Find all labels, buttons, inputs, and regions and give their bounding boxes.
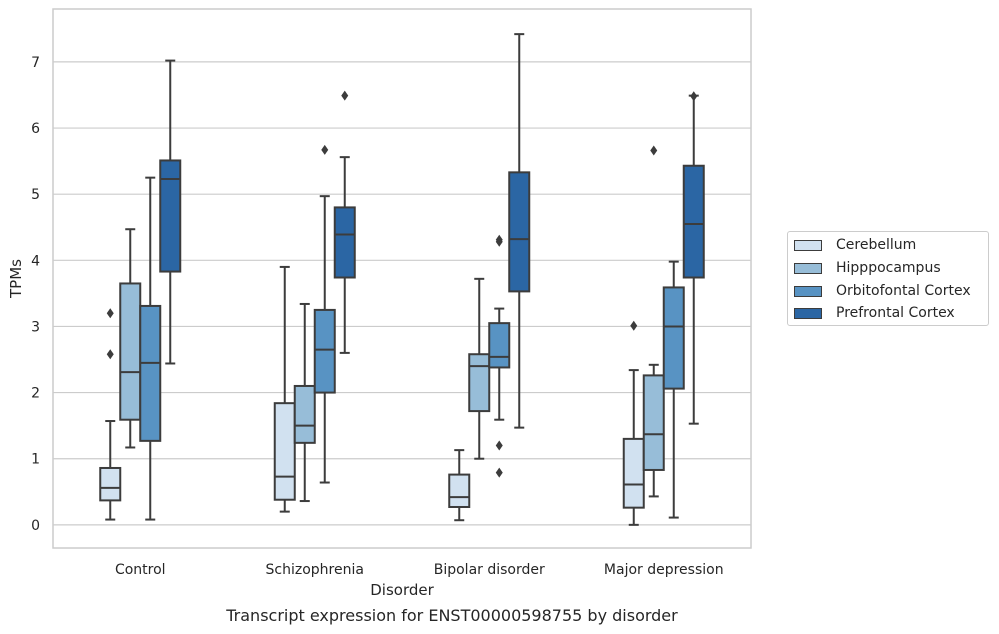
x-tick-label: Control bbox=[115, 562, 166, 578]
box bbox=[293, 384, 316, 444]
box bbox=[99, 466, 122, 502]
box bbox=[682, 164, 705, 279]
outlier-point bbox=[690, 91, 698, 102]
box bbox=[159, 159, 182, 273]
outlier-point bbox=[341, 90, 349, 101]
outlier-point bbox=[630, 320, 638, 331]
y-tick-label: 4 bbox=[31, 253, 40, 269]
y-tick-label: 7 bbox=[31, 55, 40, 71]
x-tick-label: Bipolar disorder bbox=[434, 562, 545, 578]
legend-item-hippocampus: Hipppocampus bbox=[794, 258, 941, 278]
legend-item-prefrontal-cortex: Prefrontal Cortex bbox=[794, 303, 955, 323]
x-tick-label: Major depression bbox=[604, 562, 724, 578]
box bbox=[273, 402, 296, 501]
x-axis-label: Disorder bbox=[370, 581, 434, 599]
plot-frame bbox=[52, 8, 752, 549]
box bbox=[448, 473, 471, 508]
y-tick-label: 2 bbox=[31, 386, 40, 402]
outlier-point bbox=[106, 308, 114, 319]
box bbox=[333, 206, 356, 279]
outlier-point bbox=[650, 145, 658, 156]
outlier-point bbox=[495, 234, 503, 245]
figure-caption: Transcript expression for ENST0000059875… bbox=[226, 606, 678, 625]
y-tick-label: 6 bbox=[31, 121, 40, 137]
box bbox=[508, 171, 531, 293]
outlier-point bbox=[106, 349, 114, 360]
y-tick-label: 0 bbox=[31, 518, 40, 534]
box bbox=[139, 304, 162, 442]
box bbox=[622, 437, 645, 509]
y-tick-label: 5 bbox=[31, 187, 40, 203]
outlier-point bbox=[321, 144, 329, 155]
y-tick-label: 1 bbox=[31, 452, 40, 468]
legend-swatch-orbitofrontal-cortex bbox=[794, 285, 822, 297]
y-axis-label: TPMs bbox=[7, 259, 25, 299]
legend-swatch-cerebellum bbox=[794, 239, 822, 251]
legend-item-orbitofrontal-cortex: Orbitofontal Cortex bbox=[794, 281, 971, 301]
legend-label-cerebellum: Cerebellum bbox=[836, 237, 917, 253]
box bbox=[662, 286, 685, 390]
legend-label-prefrontal-cortex: Prefrontal Cortex bbox=[836, 305, 955, 321]
y-tick-label: 3 bbox=[31, 319, 40, 335]
box bbox=[119, 282, 142, 421]
legend-swatch-hippocampus bbox=[794, 262, 822, 274]
x-tick-label: Schizophrenia bbox=[266, 562, 364, 578]
legend-item-cerebellum: Cerebellum bbox=[794, 235, 916, 255]
legend: Cerebellum Hipppocampus Orbitofontal Cor… bbox=[787, 231, 989, 326]
legend-label-orbitofrontal-cortex: Orbitofontal Cortex bbox=[836, 283, 971, 299]
outlier-point bbox=[495, 440, 503, 451]
legend-swatch-prefrontal-cortex bbox=[794, 307, 822, 319]
box bbox=[642, 374, 665, 471]
outlier-point bbox=[495, 467, 503, 478]
legend-label-hippocampus: Hipppocampus bbox=[836, 260, 941, 276]
box bbox=[468, 353, 491, 413]
box bbox=[488, 322, 511, 369]
box bbox=[313, 308, 336, 394]
